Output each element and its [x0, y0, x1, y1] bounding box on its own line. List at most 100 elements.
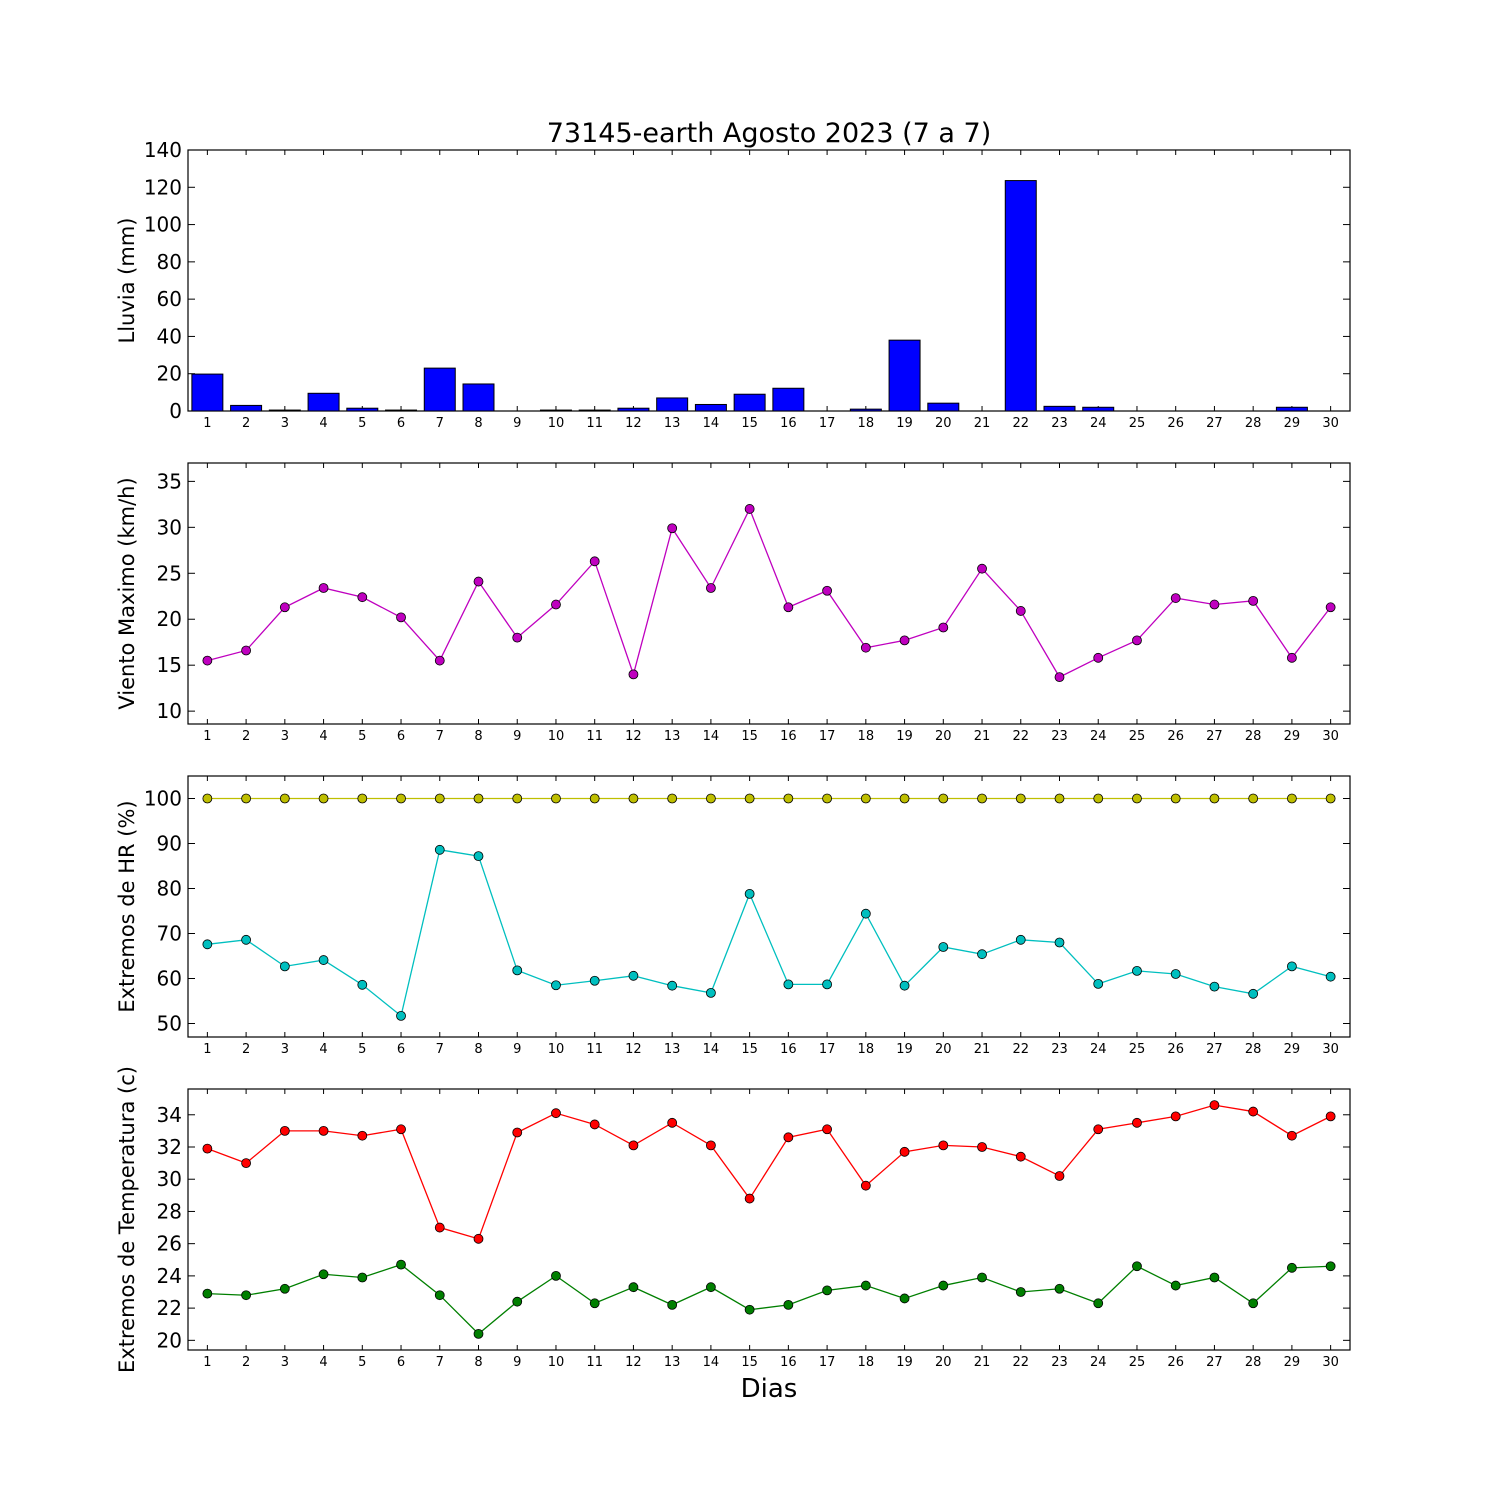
- x-tick-label: 28: [1245, 1042, 1262, 1057]
- data-point: [1209, 981, 1220, 992]
- data-point: [938, 622, 949, 633]
- y-axis-label: Viento Maximo (km/h): [115, 477, 139, 709]
- rain-bar: [656, 397, 689, 412]
- plot-frame: [187, 775, 1351, 1038]
- data-point: [977, 1272, 987, 1283]
- data-point: [1287, 652, 1297, 663]
- x-tick-label: 14: [703, 1042, 720, 1057]
- x-tick-label: 19: [896, 1355, 913, 1370]
- x-tick-label: 22: [1012, 729, 1029, 744]
- data-point: [1015, 1151, 1026, 1162]
- rain-bar: [1275, 406, 1308, 412]
- y-tick-label: 20: [157, 607, 182, 631]
- y-tick-label: 28: [157, 1199, 182, 1223]
- x-tick-label: 27: [1206, 1042, 1223, 1057]
- x-tick-label: 28: [1245, 416, 1262, 431]
- x-tick-label: 19: [896, 729, 913, 744]
- x-tick-label: 29: [1284, 1042, 1301, 1057]
- data-point: [434, 793, 445, 804]
- x-tick-label: 14: [703, 729, 720, 744]
- y-axis-label: Extremos de HR (%): [115, 800, 139, 1012]
- data-point: [1054, 937, 1065, 948]
- x-tick-label: 14: [703, 416, 720, 431]
- y-tick-label: 70: [157, 922, 182, 946]
- x-tick-label: 30: [1322, 1355, 1339, 1370]
- x-tick-label: 6: [397, 1355, 405, 1370]
- data-point: [667, 980, 678, 991]
- data-point: [357, 592, 368, 603]
- y-tick-label: 25: [157, 561, 182, 585]
- y-tick-label: 80: [157, 250, 182, 274]
- x-tick-label: 2: [242, 729, 250, 744]
- data-point: [860, 1180, 871, 1191]
- x-tick-label: 9: [513, 1355, 521, 1370]
- data-point: [938, 793, 949, 804]
- plot-frame: [187, 149, 1351, 412]
- data-point: [628, 793, 639, 804]
- y-tick-label: 100: [144, 787, 182, 811]
- data-point: [744, 1304, 755, 1315]
- data-point: [860, 793, 871, 804]
- data-point: [318, 1125, 329, 1136]
- data-point: [589, 1119, 600, 1130]
- x-tick-label: 25: [1129, 729, 1146, 744]
- x-tick-label: 17: [819, 1042, 836, 1057]
- data-point: [318, 955, 329, 965]
- x-tick-label: 26: [1167, 729, 1184, 744]
- x-tick-label: 18: [858, 416, 875, 431]
- data-point: [706, 1282, 716, 1293]
- data-point: [1132, 793, 1142, 804]
- x-tick-label: 16: [780, 1355, 797, 1370]
- data-point: [1325, 1111, 1336, 1122]
- plot-frame: [187, 1088, 1351, 1351]
- data-point: [1248, 1106, 1259, 1117]
- data-point: [1170, 1280, 1181, 1291]
- data-point: [899, 1146, 910, 1157]
- data-point: [706, 1140, 716, 1151]
- data-point: [241, 934, 252, 945]
- x-tick-label: 5: [358, 416, 366, 431]
- y-tick-label: 26: [157, 1232, 182, 1256]
- x-tick-label: 9: [513, 416, 521, 431]
- data-point: [279, 961, 290, 972]
- data-point: [783, 793, 794, 804]
- y-tick-label: 22: [157, 1296, 182, 1320]
- x-tick-label: 15: [741, 1355, 758, 1370]
- x-tick-label: 10: [548, 729, 565, 744]
- data-point: [706, 583, 716, 593]
- data-point: [822, 793, 832, 804]
- data-point: [822, 1124, 832, 1135]
- data-point: [1287, 1130, 1297, 1141]
- data-point: [1054, 1171, 1065, 1181]
- data-point: [1325, 971, 1336, 982]
- x-tick-label: 1: [203, 1042, 211, 1057]
- y-tick-label: 15: [157, 653, 182, 677]
- data-point: [1093, 1298, 1104, 1309]
- x-tick-label: 20: [935, 1355, 952, 1370]
- data-point: [783, 1299, 794, 1310]
- data-point: [1209, 793, 1220, 804]
- data-point: [628, 669, 639, 680]
- y-tick-label: 60: [157, 967, 182, 991]
- x-tick-label: 18: [858, 1042, 875, 1057]
- data-point: [396, 1259, 406, 1270]
- data-point: [1287, 793, 1297, 804]
- data-point: [1209, 1272, 1220, 1283]
- x-tick-label: 9: [513, 1042, 521, 1057]
- data-point: [241, 1290, 252, 1301]
- y-axis-label: Extremos de Temperatura (c): [115, 1066, 139, 1373]
- x-tick-label: 5: [358, 1355, 366, 1370]
- data-point: [589, 556, 600, 567]
- x-axis-label: Dias: [741, 1374, 798, 1404]
- data-point: [396, 793, 406, 804]
- x-tick-label: 23: [1051, 1042, 1068, 1057]
- data-point: [551, 1108, 561, 1119]
- y-tick-label: 34: [157, 1103, 182, 1127]
- data-point: [938, 1140, 949, 1151]
- x-tick-label: 6: [397, 729, 405, 744]
- x-tick-label: 1: [203, 416, 211, 431]
- data-point: [279, 602, 290, 613]
